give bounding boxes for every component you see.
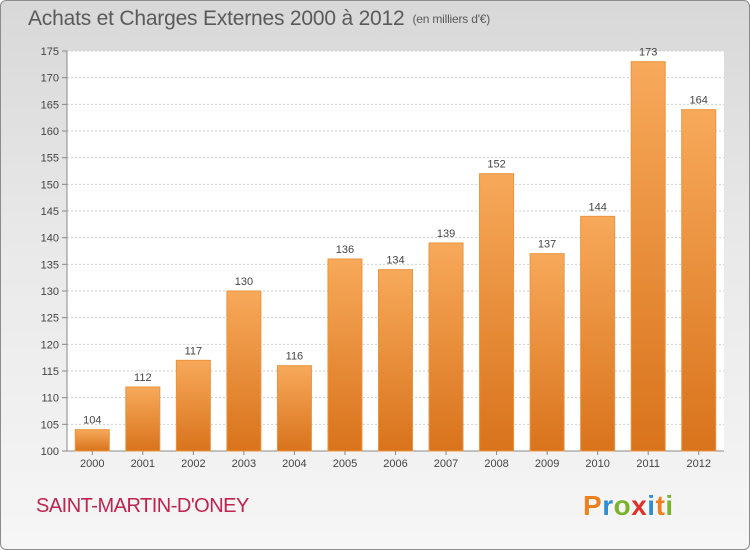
bar-value-label: 144: [588, 201, 606, 213]
bar: [276, 365, 312, 452]
bar: [327, 258, 363, 452]
x-tick-label: 2006: [383, 458, 407, 470]
bar-value-label: 116: [286, 351, 304, 363]
bar: [580, 215, 616, 452]
x-tick-label: 2002: [181, 458, 205, 470]
bar-value-label: 117: [185, 345, 203, 357]
y-tick-label: 100: [41, 446, 59, 458]
y-tick-label: 150: [41, 179, 59, 191]
y-tick-label: 165: [41, 99, 59, 111]
y-tick-label: 160: [41, 126, 59, 138]
bar: [479, 173, 515, 452]
y-tick-label: 175: [41, 46, 59, 58]
x-tick-label: 2000: [80, 458, 104, 470]
bar: [630, 61, 666, 452]
bar: [125, 386, 161, 452]
commune-name: SAINT-MARTIN-D'ONEY: [36, 495, 249, 517]
bar-value-label: 139: [437, 228, 455, 240]
bar: [428, 242, 464, 452]
y-tick-label: 130: [41, 286, 59, 298]
x-tick-label: 2010: [585, 458, 609, 470]
bar-value-label: 136: [336, 244, 354, 256]
bar-value-label: 134: [386, 255, 404, 267]
bar: [226, 290, 262, 452]
logo-letter: x: [631, 490, 648, 521]
logo-letter: P: [583, 490, 603, 521]
chart-title: Achats et Charges Externes 2000 à 2012 (e…: [28, 7, 490, 31]
bar-value-label: 137: [538, 239, 556, 251]
logo-letter: r: [602, 490, 614, 521]
y-tick-label: 155: [41, 153, 59, 165]
chart-unit-note: (en milliers d'€): [412, 12, 491, 26]
x-tick-label: 2009: [535, 458, 559, 470]
x-tick-label: 2011: [636, 458, 660, 470]
proxiti-logo: Proxiti: [583, 490, 674, 522]
x-tick-label: 2007: [434, 458, 458, 470]
bar-value-label: 130: [235, 276, 253, 288]
logo-letter: o: [613, 490, 632, 521]
y-tick-label: 120: [41, 339, 59, 351]
x-tick-label: 2005: [333, 458, 357, 470]
y-tick-label: 125: [41, 313, 59, 325]
y-tick-label: 105: [41, 419, 59, 431]
bar-value-label: 173: [639, 47, 657, 59]
logo-letter: t: [655, 490, 666, 521]
y-tick-label: 135: [41, 259, 59, 271]
bar-value-label: 104: [83, 415, 101, 427]
x-tick-label: 2012: [686, 458, 710, 470]
bar-value-label: 152: [487, 159, 505, 171]
bar: [681, 109, 717, 452]
chart-title-text: Achats et Charges Externes 2000 à 2012: [28, 7, 405, 30]
x-tick-label: 2003: [232, 458, 256, 470]
bar: [74, 429, 110, 452]
x-tick-label: 2008: [484, 458, 508, 470]
bar: [529, 253, 565, 452]
bar-value-label: 112: [134, 372, 152, 384]
bar: [378, 269, 413, 452]
x-tick-label: 2001: [131, 458, 155, 470]
bar-value-label: 164: [690, 95, 708, 107]
logo-letter: i: [647, 490, 656, 521]
y-tick-label: 140: [41, 233, 59, 245]
logo-letter: i: [665, 490, 674, 521]
y-tick-label: 145: [41, 206, 59, 218]
y-tick-label: 110: [41, 393, 59, 405]
bar: [175, 359, 211, 452]
y-tick-label: 170: [41, 73, 59, 85]
x-tick-label: 2004: [282, 458, 306, 470]
y-tick-label: 115: [41, 366, 59, 378]
